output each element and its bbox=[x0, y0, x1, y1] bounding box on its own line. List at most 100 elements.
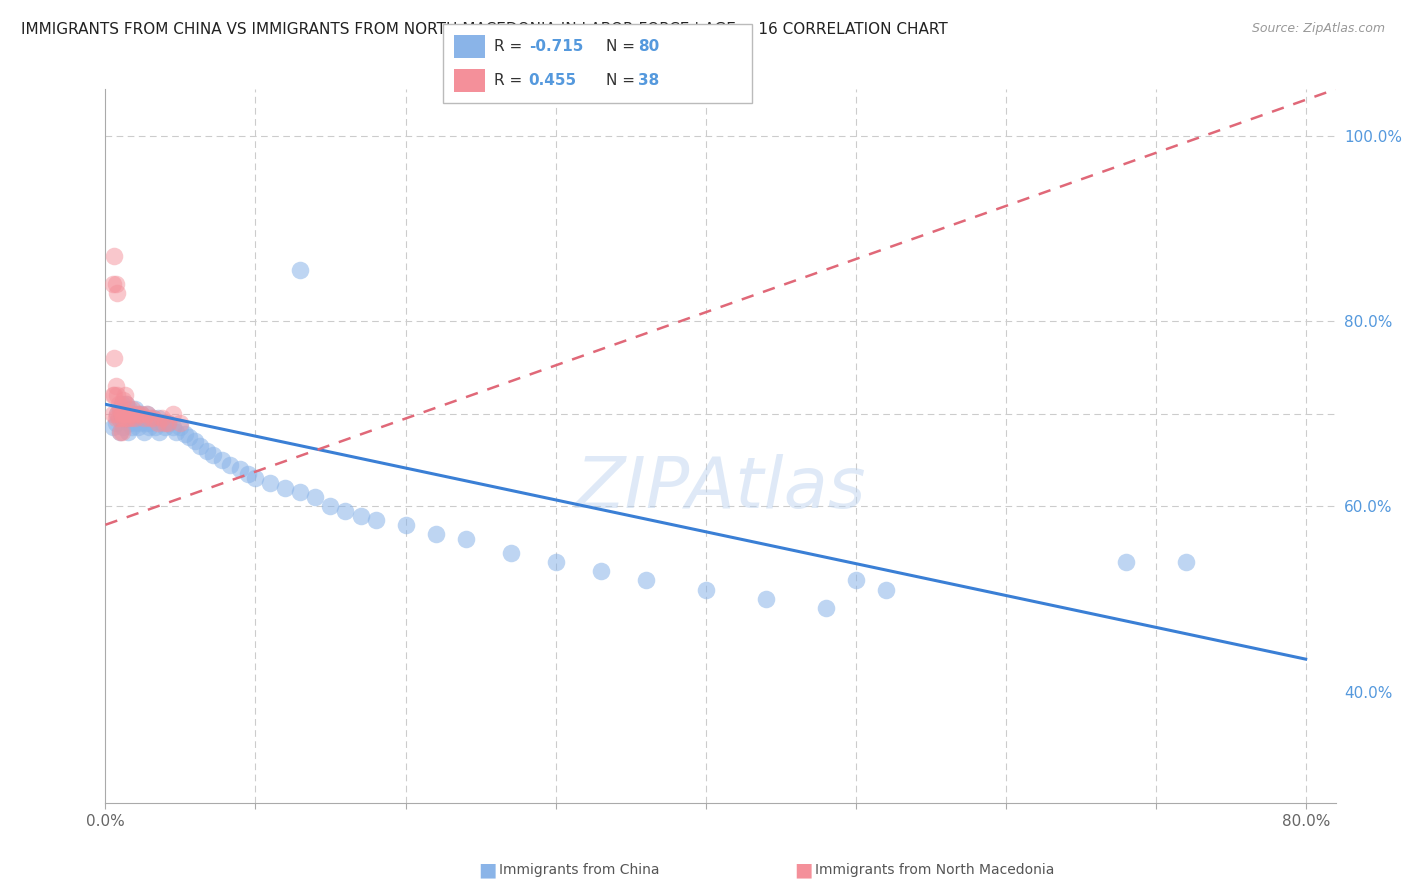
Text: R =: R = bbox=[494, 39, 527, 54]
Point bbox=[174, 426, 197, 441]
Point bbox=[110, 401, 132, 416]
Point bbox=[134, 411, 156, 425]
Point bbox=[755, 591, 778, 606]
Point bbox=[259, 476, 281, 491]
Point bbox=[121, 401, 143, 416]
Text: -0.715: -0.715 bbox=[529, 39, 583, 54]
Point bbox=[122, 411, 145, 425]
Point bbox=[101, 420, 124, 434]
Point bbox=[112, 411, 135, 425]
Point bbox=[135, 416, 157, 430]
Point bbox=[104, 378, 127, 392]
Point bbox=[121, 407, 143, 421]
Point bbox=[112, 392, 135, 407]
Point bbox=[155, 420, 177, 434]
Point bbox=[245, 471, 267, 485]
Point bbox=[169, 420, 191, 434]
Point bbox=[695, 582, 717, 597]
Point bbox=[454, 532, 477, 546]
Point bbox=[162, 407, 184, 421]
Point bbox=[179, 430, 201, 444]
Point bbox=[146, 416, 169, 430]
Text: ■: ■ bbox=[794, 860, 813, 880]
Point bbox=[118, 416, 141, 430]
Point bbox=[165, 425, 187, 439]
Point bbox=[118, 401, 141, 416]
Point bbox=[111, 397, 134, 411]
Point bbox=[120, 407, 142, 421]
Point bbox=[364, 513, 387, 527]
Point bbox=[136, 407, 159, 421]
Point bbox=[157, 416, 180, 430]
Point bbox=[229, 462, 252, 476]
Point bbox=[143, 420, 166, 434]
Point bbox=[129, 416, 152, 430]
Text: N =: N = bbox=[606, 39, 640, 54]
Point bbox=[131, 407, 153, 421]
Point bbox=[108, 411, 131, 425]
Point bbox=[114, 388, 136, 402]
Point bbox=[122, 407, 145, 421]
Text: 38: 38 bbox=[638, 73, 659, 87]
Text: N =: N = bbox=[606, 73, 640, 87]
Point bbox=[124, 401, 146, 416]
Text: Source: ZipAtlas.com: Source: ZipAtlas.com bbox=[1251, 22, 1385, 36]
Point bbox=[117, 407, 139, 421]
Point bbox=[544, 555, 567, 569]
Point bbox=[134, 425, 156, 439]
Point bbox=[349, 508, 371, 523]
Point bbox=[499, 545, 522, 559]
Point bbox=[101, 407, 124, 421]
Point bbox=[101, 277, 124, 291]
Point bbox=[197, 443, 219, 458]
Point bbox=[111, 411, 134, 425]
Point bbox=[169, 416, 191, 430]
Point bbox=[127, 420, 149, 434]
Point bbox=[112, 407, 135, 421]
Point bbox=[107, 286, 129, 301]
Point bbox=[155, 416, 177, 430]
Point bbox=[131, 407, 153, 421]
Point bbox=[845, 574, 868, 588]
Point bbox=[138, 420, 160, 434]
Point bbox=[107, 407, 129, 421]
Point bbox=[111, 425, 134, 439]
Point bbox=[110, 401, 132, 416]
Point bbox=[157, 416, 180, 430]
Point bbox=[127, 407, 149, 421]
Point bbox=[125, 411, 148, 425]
Point bbox=[127, 407, 149, 421]
Point bbox=[875, 582, 897, 597]
Text: ■: ■ bbox=[478, 860, 496, 880]
Point bbox=[290, 263, 312, 277]
Point bbox=[142, 411, 165, 425]
Text: 80: 80 bbox=[638, 39, 659, 54]
Point bbox=[211, 453, 233, 467]
Point bbox=[162, 420, 184, 434]
Point bbox=[104, 411, 127, 425]
Point bbox=[142, 411, 165, 425]
Point bbox=[117, 425, 139, 439]
Point bbox=[115, 397, 138, 411]
Point bbox=[290, 485, 312, 500]
Point bbox=[148, 425, 170, 439]
Point bbox=[120, 411, 142, 425]
Point bbox=[304, 490, 326, 504]
Point bbox=[236, 467, 259, 481]
Point bbox=[1174, 555, 1197, 569]
Point bbox=[104, 416, 127, 430]
Point bbox=[115, 411, 138, 425]
Point bbox=[589, 564, 612, 578]
Point bbox=[152, 416, 174, 430]
Point bbox=[394, 517, 416, 532]
Point bbox=[132, 411, 155, 425]
Point bbox=[124, 416, 146, 430]
Point bbox=[115, 397, 138, 411]
Point bbox=[107, 407, 129, 421]
Point bbox=[121, 420, 143, 434]
Point bbox=[188, 439, 211, 453]
Point bbox=[202, 448, 225, 462]
Text: Immigrants from China: Immigrants from China bbox=[499, 863, 659, 877]
Point bbox=[103, 351, 125, 365]
Point bbox=[104, 277, 127, 291]
